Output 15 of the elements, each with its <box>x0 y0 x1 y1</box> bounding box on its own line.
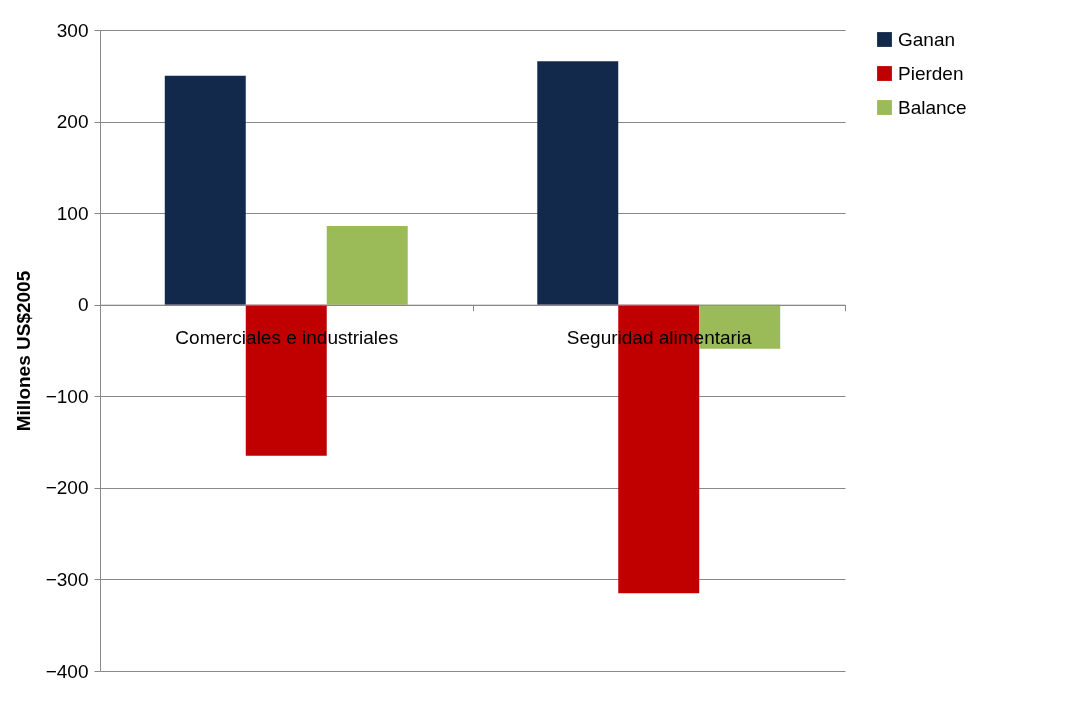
y-tick-label: 300 <box>56 19 89 41</box>
y-axis-title: Millones US$2005 <box>12 270 34 432</box>
y-tick-label: 200 <box>56 111 89 133</box>
bar <box>164 75 246 305</box>
y-tick-label: −200 <box>45 477 89 499</box>
legend-label: Ganan <box>898 28 956 50</box>
y-tick-label: −400 <box>45 660 89 682</box>
y-tick-label: 0 <box>77 294 89 316</box>
legend-label: Balance <box>898 96 967 118</box>
y-tick-label: 100 <box>56 202 89 224</box>
bar <box>537 61 619 305</box>
bar <box>326 225 408 305</box>
y-tick-label: −100 <box>45 385 89 407</box>
y-tick-label: −300 <box>45 568 89 590</box>
legend-label: Pierden <box>898 62 964 84</box>
